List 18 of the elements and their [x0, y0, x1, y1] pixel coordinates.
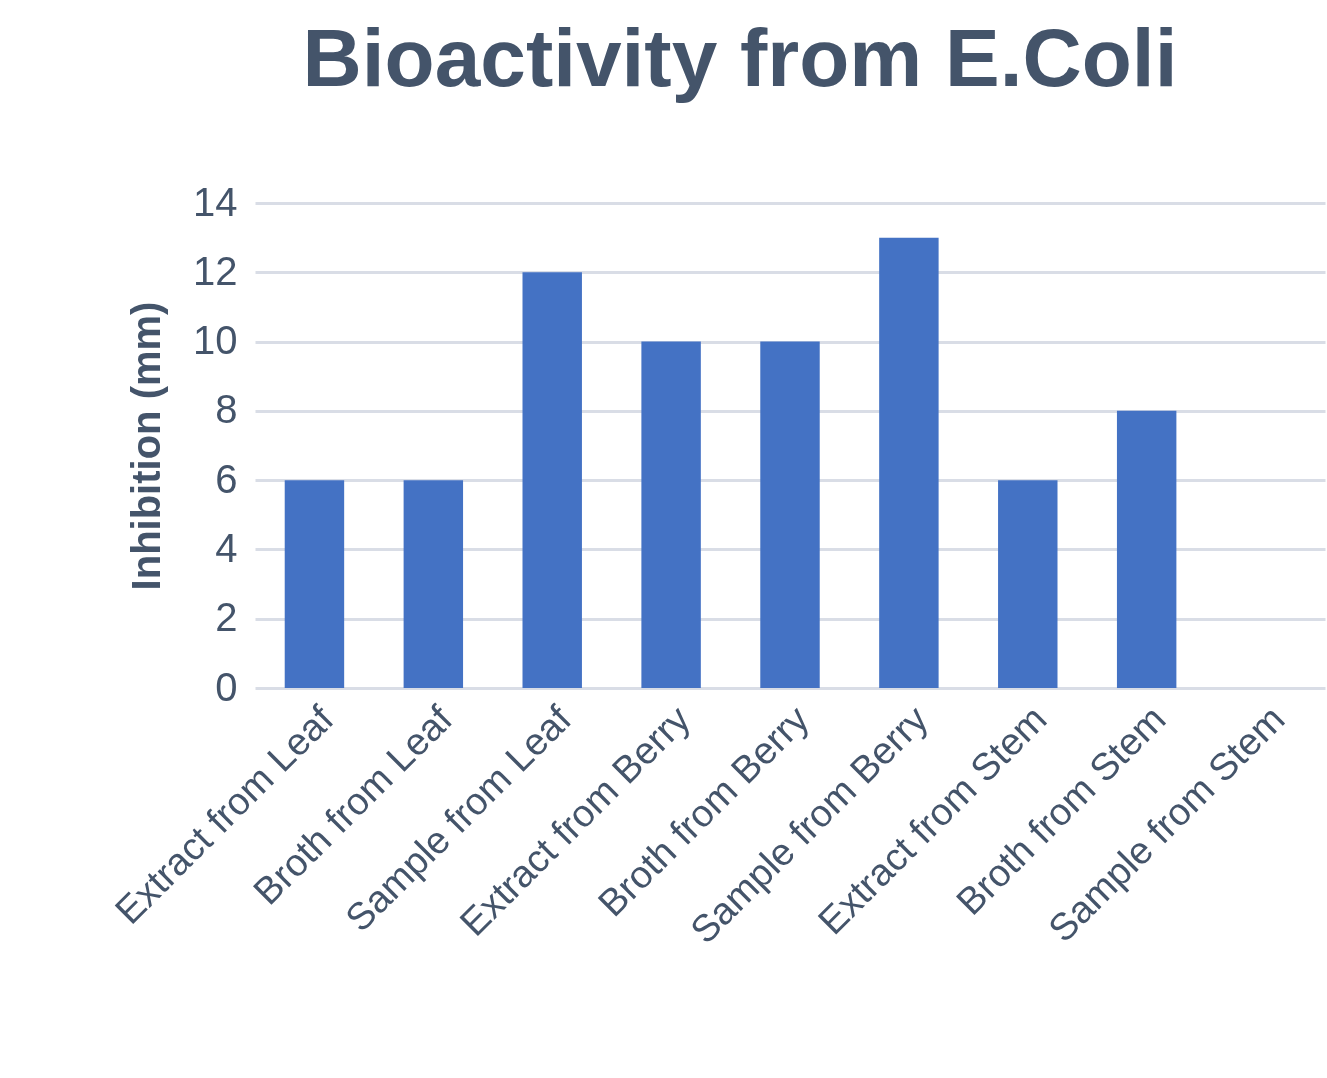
- bar: [1116, 410, 1177, 688]
- bar: [760, 341, 820, 688]
- y-tick-label: 12: [193, 248, 238, 293]
- y-tick-label: 14: [193, 179, 238, 224]
- bar: [879, 237, 939, 688]
- y-tick-label: 8: [215, 387, 238, 432]
- y-tick-label: 6: [215, 456, 238, 501]
- bar: [284, 480, 345, 688]
- bar: [522, 272, 582, 688]
- bar: [641, 341, 701, 688]
- bar: [998, 480, 1058, 688]
- chart-title: Bioactivity from E.Coli: [302, 12, 1178, 103]
- bar: [403, 480, 464, 688]
- y-tick-label: 2: [215, 595, 238, 640]
- y-tick-label: 10: [193, 318, 238, 363]
- y-tick-label: 0: [215, 664, 238, 709]
- y-axis-title: Inhibition (mm): [124, 301, 169, 591]
- y-tick-label: 4: [215, 525, 238, 570]
